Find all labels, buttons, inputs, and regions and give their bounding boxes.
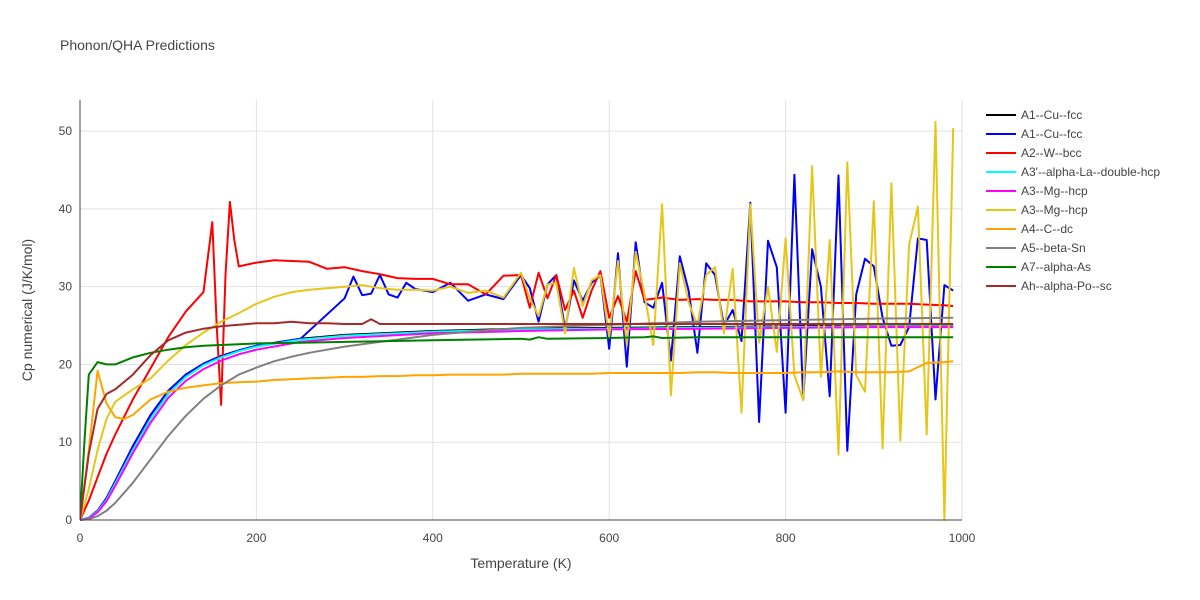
legend-label: Ah--alpha-Po--sc xyxy=(1021,279,1112,293)
series-layer xyxy=(80,120,955,521)
legend-label: A4--C--dc xyxy=(1021,222,1073,236)
legend-item-0[interactable]: A1--Cu--fcc xyxy=(986,108,1082,122)
legend-label: A3--Mg--hcp xyxy=(1021,184,1088,198)
legend-item-7[interactable]: A5--beta-Sn xyxy=(986,241,1086,255)
legend-label: A2--W--bcc xyxy=(1021,146,1081,160)
y-tick-label: 40 xyxy=(59,202,73,216)
legend-item-3[interactable]: A3'--alpha-La--double-hcp xyxy=(986,165,1160,179)
legend[interactable]: A1--Cu--fcc A1--Cu--fcc A2--W--bcc A3'--alp… xyxy=(986,108,1160,293)
y-tick-label: 50 xyxy=(59,124,73,138)
series-line-8 xyxy=(80,335,954,521)
legend-item-4[interactable]: A3--Mg--hcp xyxy=(986,184,1088,198)
x-tick-label: 400 xyxy=(423,531,443,545)
legend-item-9[interactable]: Ah--alpha-Po--sc xyxy=(986,279,1112,293)
series-line-6 xyxy=(80,360,954,521)
x-axis-title: Temperature (K) xyxy=(470,555,571,571)
series-line-9 xyxy=(80,318,954,521)
y-tick-label: 30 xyxy=(59,280,73,294)
legend-label: A1--Cu--fcc xyxy=(1021,108,1082,122)
y-tick-labels: 0 10 20 30 40 50 xyxy=(59,124,73,527)
legend-label: A1--Cu--fcc xyxy=(1021,127,1082,141)
legend-item-2[interactable]: A2--W--bcc xyxy=(986,146,1081,160)
y-tick-label: 0 xyxy=(65,513,72,527)
legend-label: A5--beta-Sn xyxy=(1021,241,1086,255)
legend-item-1[interactable]: A1--Cu--fcc xyxy=(986,127,1082,141)
legend-label: A3--Mg--hcp xyxy=(1021,203,1088,217)
legend-item-5[interactable]: A3--Mg--hcp xyxy=(986,203,1088,217)
legend-label: A7--alpha-As xyxy=(1021,260,1091,274)
grid-lines xyxy=(80,100,963,520)
y-tick-label: 20 xyxy=(59,357,73,371)
x-tick-label: 600 xyxy=(599,531,619,545)
x-tick-label: 0 xyxy=(77,531,84,545)
x-tick-label: 1000 xyxy=(949,531,976,545)
y-axis-title: Cp numerical (J/K/mol) xyxy=(19,239,35,381)
legend-label: A3'--alpha-La--double-hcp xyxy=(1021,165,1160,179)
x-tick-label: 800 xyxy=(776,531,796,545)
y-tick-label: 10 xyxy=(59,435,73,449)
axes xyxy=(79,100,962,521)
x-tick-label: 200 xyxy=(246,531,266,545)
legend-item-6[interactable]: A4--C--dc xyxy=(986,222,1073,236)
series-line-5 xyxy=(80,120,955,521)
legend-item-8[interactable]: A7--alpha-As xyxy=(986,260,1091,274)
series-line-7 xyxy=(80,316,954,521)
x-tick-labels: 0 200 400 600 800 1000 xyxy=(77,531,976,545)
chart-title: Phonon/QHA Predictions xyxy=(60,37,215,53)
